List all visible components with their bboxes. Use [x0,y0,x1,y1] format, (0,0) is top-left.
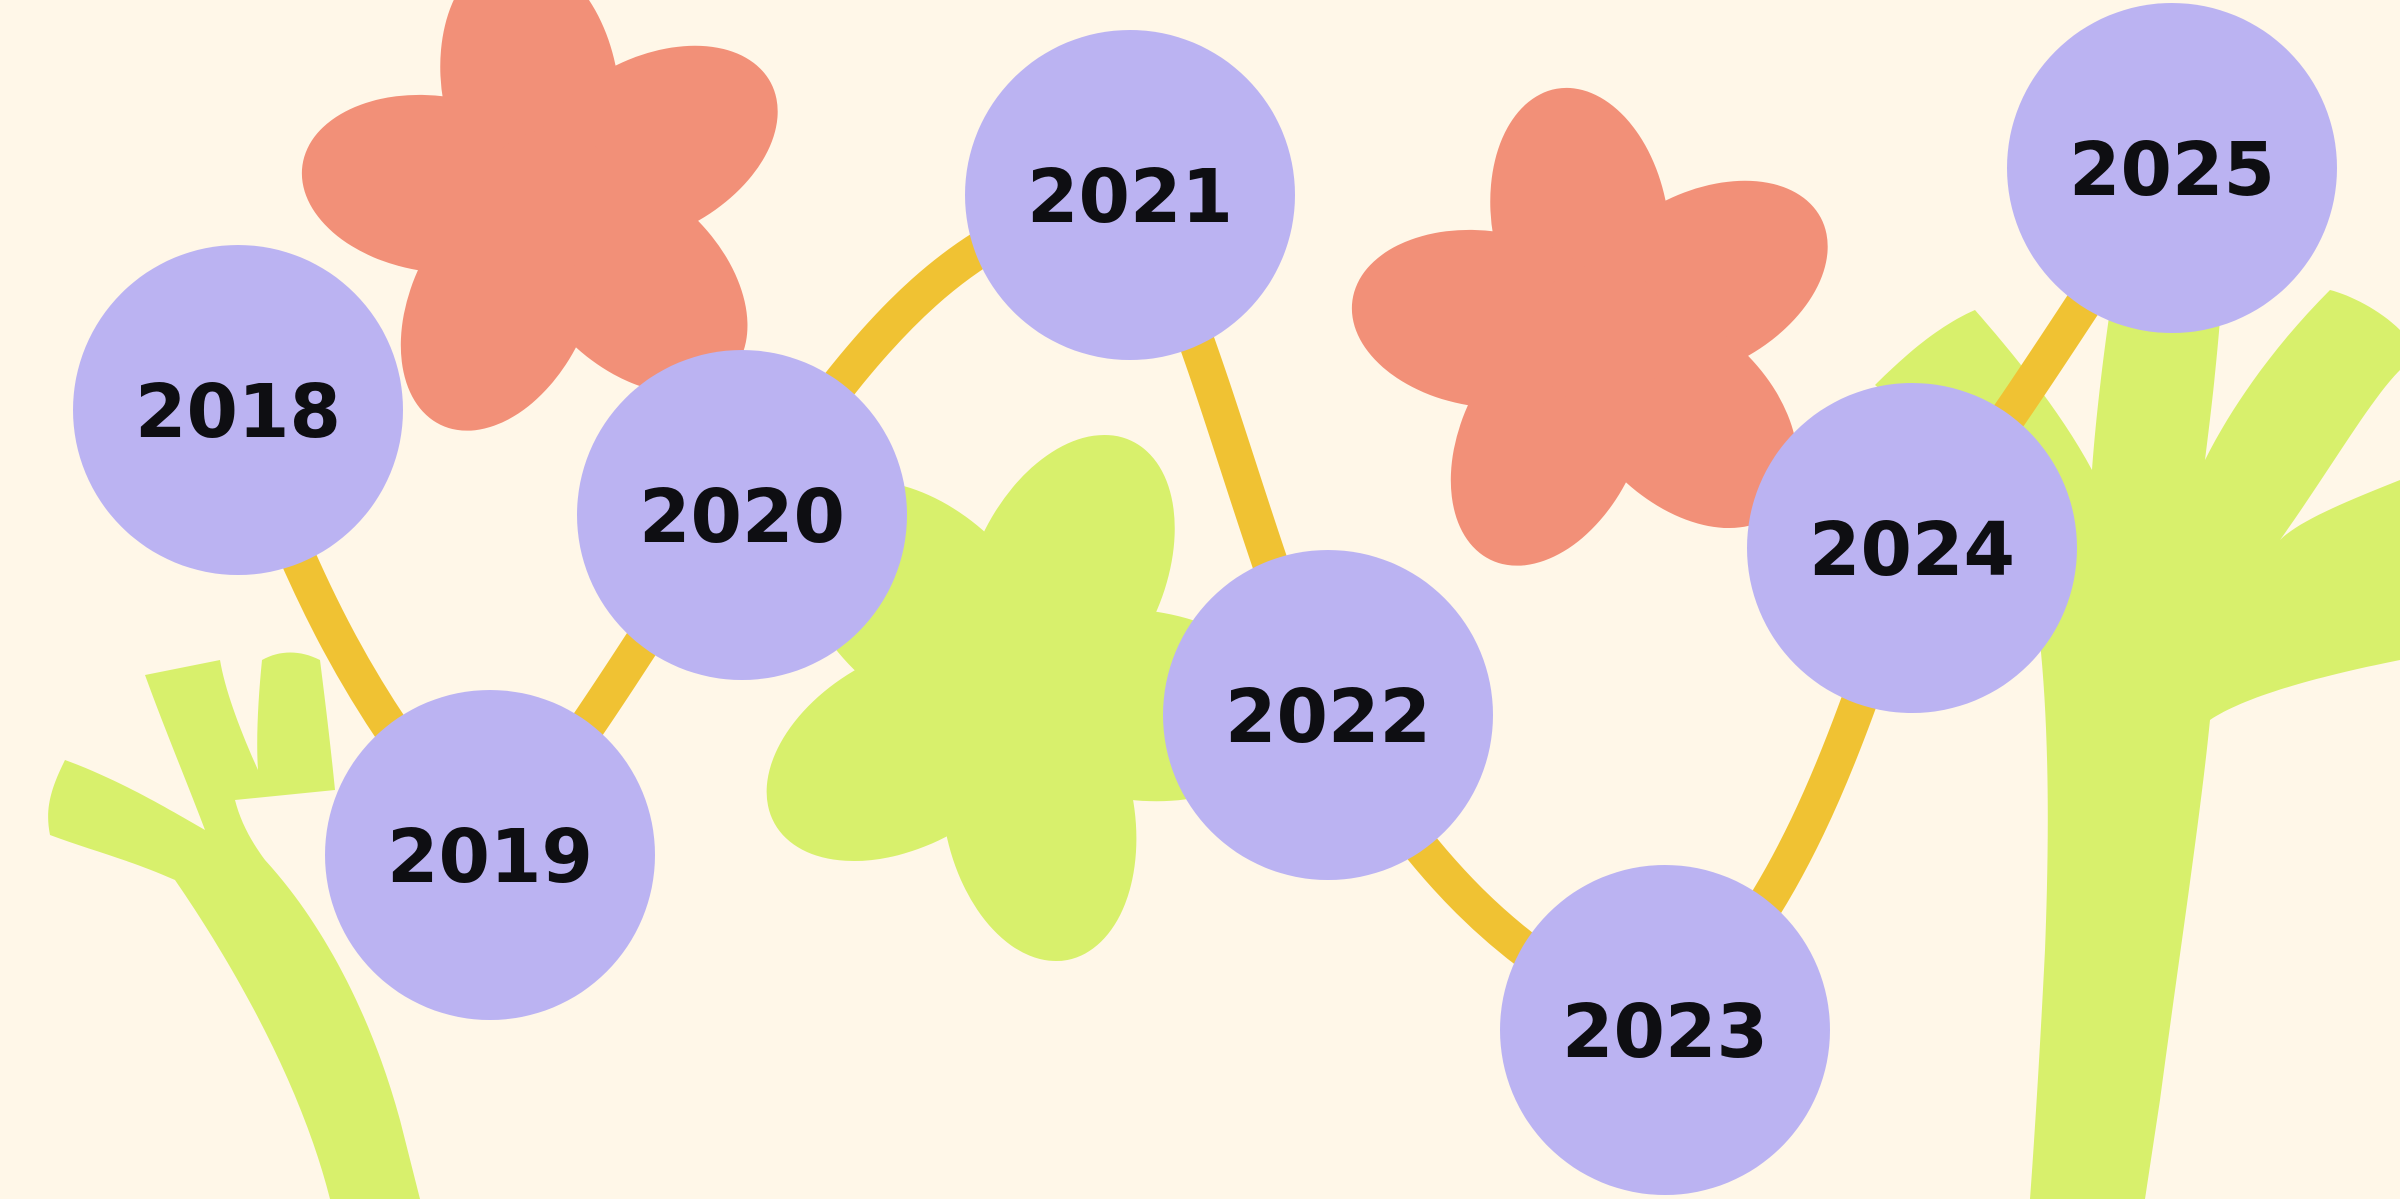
year-node-circle [1747,383,2077,713]
year-node-circle [73,245,403,575]
year-label: 2024 [1809,507,2015,593]
year-node-2020[interactable]: 2020 [577,350,907,680]
year-node-circle [325,690,655,1020]
year-node-circle [965,30,1295,360]
year-label: 2018 [135,369,341,455]
year-node-circle [1500,865,1830,1195]
year-label: 2022 [1225,674,1431,760]
year-node-circle [577,350,907,680]
coral-flower-left [301,0,778,431]
year-node-2025[interactable]: 2025 [2007,3,2337,333]
year-label: 2020 [639,474,845,560]
year-node-2022[interactable]: 2022 [1163,550,1493,880]
year-node-2018[interactable]: 2018 [73,245,403,575]
year-node-circle [2007,3,2337,333]
year-node-2021[interactable]: 2021 [965,30,1295,360]
year-node-circle [1163,550,1493,880]
year-label: 2021 [1027,154,1233,240]
lime-plant-left [48,652,420,1199]
year-label: 2023 [1562,989,1768,1075]
coral-flower-right [1351,87,1828,566]
year-node-2023[interactable]: 2023 [1500,865,1830,1195]
timeline-nodes: 2018 2019 2020 2021 2022 2023 [73,3,2337,1195]
year-label: 2025 [2069,127,2275,213]
year-label: 2019 [387,814,593,900]
year-node-2024[interactable]: 2024 [1747,383,2077,713]
year-node-2019[interactable]: 2019 [325,690,655,1020]
